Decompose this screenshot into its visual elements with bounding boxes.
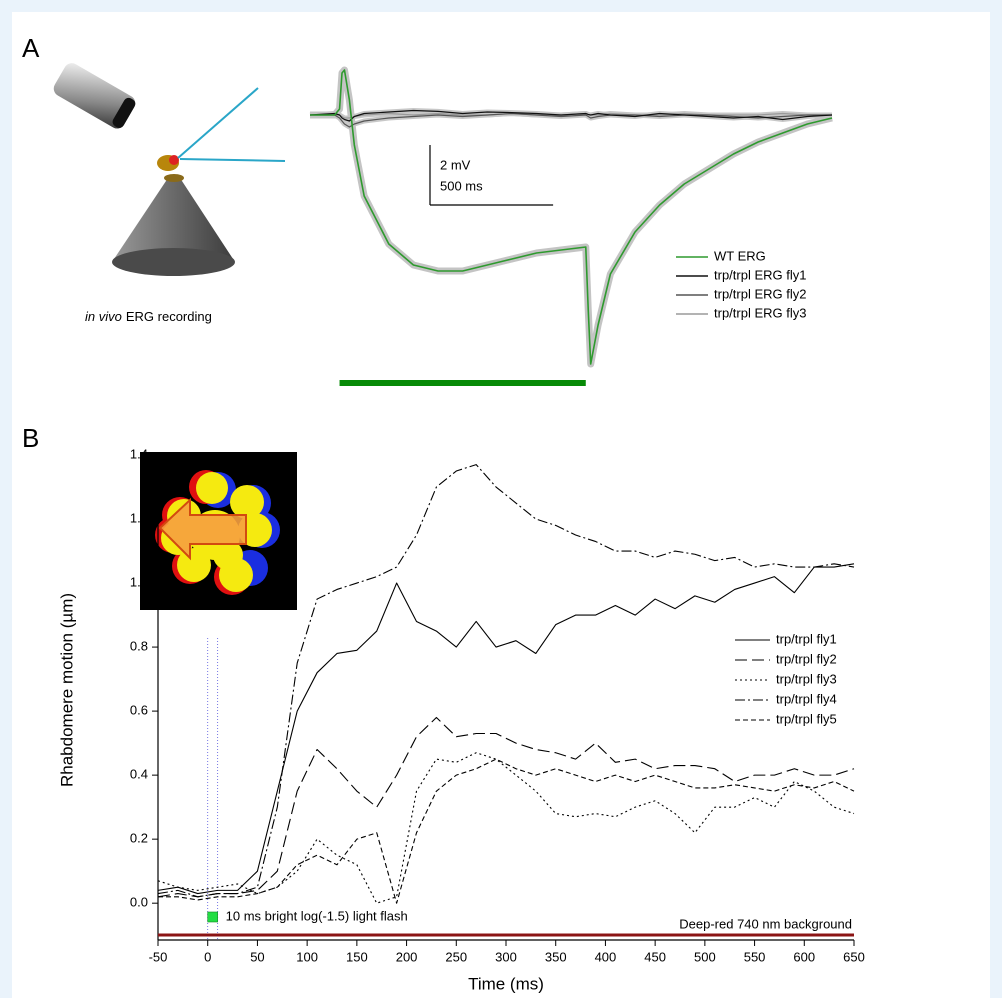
y-tick-label: 0.0 bbox=[130, 895, 148, 910]
y-tick-label: 0.2 bbox=[130, 831, 148, 846]
trace bbox=[310, 112, 832, 128]
x-tick-label: 0 bbox=[204, 949, 211, 964]
erg-setup-illustration: in vivo ERG recording bbox=[53, 63, 286, 324]
legend-label: trp/trpl ERG fly3 bbox=[714, 305, 806, 320]
panel-label: A bbox=[22, 33, 40, 63]
motion-trace bbox=[157, 716, 855, 898]
platform-cone bbox=[112, 178, 235, 262]
caption-italic: in vivo bbox=[85, 309, 122, 324]
legend-label: trp/trpl fly3 bbox=[776, 671, 837, 686]
stimulus-bar bbox=[339, 380, 586, 386]
motion-trace bbox=[157, 752, 855, 904]
cone-base bbox=[112, 248, 235, 276]
x-tick-label: 400 bbox=[595, 949, 617, 964]
x-tick-label: 550 bbox=[744, 949, 766, 964]
x-axis-label: Time (ms) bbox=[468, 974, 544, 993]
trace bbox=[310, 69, 833, 365]
x-tick-label: 50 bbox=[250, 949, 264, 964]
caption-text: ERG recording bbox=[126, 309, 212, 324]
x-tick-label: 200 bbox=[396, 949, 418, 964]
x-tick-label: 650 bbox=[843, 949, 865, 964]
objective bbox=[53, 63, 136, 129]
motion-trace bbox=[158, 758, 855, 904]
x-tick-label: 350 bbox=[545, 949, 567, 964]
motion-trace bbox=[157, 563, 855, 895]
x-tick-label: 600 bbox=[793, 949, 815, 964]
legend-label: trp/trpl fly2 bbox=[776, 651, 837, 666]
y-tick-label: 0.6 bbox=[130, 703, 148, 718]
fly-holder bbox=[164, 174, 184, 182]
y-tick-label: 1.4 bbox=[130, 446, 148, 461]
legend-label: trp/trpl fly4 bbox=[776, 691, 837, 706]
legend-label: trp/trpl fly5 bbox=[776, 711, 837, 726]
y-axis-label: Rhabdomere motion (µm) bbox=[57, 593, 76, 787]
fly-eye bbox=[169, 155, 179, 165]
x-tick-label: 300 bbox=[495, 949, 517, 964]
legend-label: trp/trpl fly1 bbox=[776, 631, 837, 646]
y-tick-label: 1.0 bbox=[130, 574, 148, 589]
flash-label: 10 ms bright log(-1.5) light flash bbox=[226, 908, 408, 923]
x-tick-label: 150 bbox=[346, 949, 368, 964]
motion-trace bbox=[157, 464, 855, 898]
y-tick-label: 1.2 bbox=[130, 510, 148, 525]
flash-marker bbox=[207, 911, 218, 923]
x-tick-label: 500 bbox=[694, 949, 716, 964]
caption: in vivo ERG recording bbox=[85, 309, 212, 324]
y-tick-label: 0.4 bbox=[130, 767, 148, 782]
x-tick-label: 250 bbox=[445, 949, 467, 964]
rhabdomere-inset bbox=[140, 452, 297, 610]
x-tick-label: 450 bbox=[644, 949, 666, 964]
x-tick-label: -50 bbox=[149, 949, 168, 964]
y-tick-label: 0.8 bbox=[130, 639, 148, 654]
legend-label: trp/trpl ERG fly1 bbox=[714, 267, 806, 282]
scale-bar-label: 500 ms bbox=[440, 178, 483, 193]
electrode bbox=[179, 158, 286, 162]
electrode bbox=[177, 87, 259, 159]
panel-label: B bbox=[22, 423, 39, 453]
trace bbox=[309, 109, 833, 122]
legend-label: trp/trpl ERG fly2 bbox=[714, 286, 806, 301]
x-tick-label: 100 bbox=[296, 949, 318, 964]
legend-label: WT ERG bbox=[714, 248, 766, 263]
background-label: Deep-red 740 nm background bbox=[679, 916, 852, 931]
scale-bar-label: 2 mV bbox=[440, 157, 471, 172]
